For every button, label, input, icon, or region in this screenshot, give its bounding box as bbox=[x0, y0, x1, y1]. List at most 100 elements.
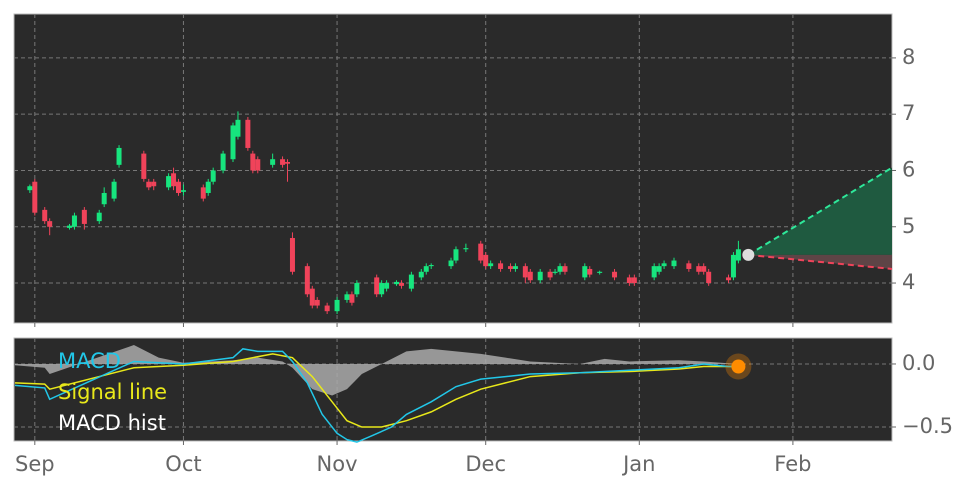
candle-body bbox=[478, 243, 484, 261]
candle-body bbox=[671, 260, 677, 267]
candle-body bbox=[230, 125, 236, 160]
x-tick-label: Sep bbox=[15, 452, 55, 476]
candle-body bbox=[725, 277, 731, 281]
candle-body bbox=[686, 263, 692, 269]
x-tick-label: Oct bbox=[165, 452, 201, 476]
candle-body bbox=[200, 187, 206, 199]
candle-body bbox=[374, 277, 380, 295]
candle-body bbox=[656, 266, 662, 272]
y-tick-label: 7 bbox=[902, 101, 915, 125]
candle-body bbox=[245, 119, 251, 148]
candle-body bbox=[289, 238, 295, 272]
candle-body bbox=[379, 283, 385, 295]
candle-body bbox=[151, 181, 157, 187]
candle-body bbox=[394, 281, 400, 285]
series-line bbox=[14, 348, 739, 443]
candle-body bbox=[205, 181, 211, 193]
candle-body bbox=[418, 271, 424, 278]
forecast-down-line bbox=[748, 253, 893, 270]
candle-body bbox=[527, 271, 533, 281]
y-tick-label: −0.5 bbox=[902, 414, 953, 438]
candle-body bbox=[651, 266, 657, 278]
y-tick-label: 4 bbox=[902, 270, 915, 294]
candle-body bbox=[562, 266, 568, 272]
legend-entry: Signal line bbox=[58, 380, 167, 404]
candle-body bbox=[626, 277, 632, 284]
candle-body bbox=[141, 153, 147, 179]
candle-body bbox=[81, 209, 87, 224]
x-tick-label: Nov bbox=[317, 452, 358, 476]
candle-body bbox=[612, 271, 618, 278]
candle-body bbox=[280, 159, 286, 165]
candle-body bbox=[27, 186, 33, 191]
candle-body bbox=[180, 190, 186, 192]
candle-body bbox=[730, 254, 736, 278]
candle-body bbox=[166, 176, 172, 188]
candle-body bbox=[111, 181, 117, 199]
candle-body bbox=[47, 221, 53, 227]
candle-body bbox=[101, 192, 107, 205]
candle-body bbox=[512, 266, 518, 269]
candle-body bbox=[255, 159, 261, 171]
candle-body bbox=[547, 271, 553, 278]
candle-body bbox=[448, 260, 454, 267]
candle-body bbox=[42, 209, 48, 222]
candle-body bbox=[96, 212, 102, 222]
forecast-up-line bbox=[747, 166, 893, 256]
legend-entry: MACD hist bbox=[58, 411, 166, 435]
candle-body bbox=[32, 181, 38, 213]
candle-body bbox=[696, 266, 702, 272]
x-tick-label: Dec bbox=[465, 452, 506, 476]
candle-body bbox=[408, 274, 414, 289]
candle-body bbox=[701, 266, 707, 272]
candle-body bbox=[171, 173, 177, 187]
candle-body bbox=[537, 271, 543, 281]
candle-body bbox=[176, 181, 182, 193]
candle-body bbox=[309, 288, 315, 306]
candle-body bbox=[314, 299, 320, 306]
candle-body bbox=[735, 249, 741, 261]
candle-body bbox=[507, 266, 513, 269]
candle-body bbox=[344, 294, 350, 300]
candle-body bbox=[71, 215, 77, 227]
last-close-dot bbox=[742, 248, 755, 261]
candle-body bbox=[661, 263, 667, 267]
candle-body bbox=[463, 248, 469, 250]
candle-body bbox=[522, 266, 528, 278]
candle-body bbox=[488, 263, 494, 267]
candle-body bbox=[453, 249, 459, 261]
candle-body bbox=[582, 266, 588, 278]
candle-body bbox=[220, 153, 226, 171]
plot-area bbox=[13, 13, 893, 324]
x-tick-label: Jan bbox=[621, 452, 655, 476]
y-tick-label: 8 bbox=[902, 45, 915, 69]
candle-body bbox=[384, 283, 390, 289]
marker-dot bbox=[731, 359, 746, 374]
candle-body bbox=[631, 277, 637, 284]
candle-body bbox=[498, 263, 504, 269]
candle-body bbox=[398, 283, 404, 286]
candle-body bbox=[270, 159, 276, 165]
candle-body bbox=[706, 271, 712, 284]
candle-body bbox=[334, 299, 340, 312]
candle-body bbox=[587, 268, 593, 275]
candle-body bbox=[557, 266, 563, 272]
candle-body bbox=[146, 181, 152, 188]
candle-body bbox=[235, 119, 241, 137]
x-tick-label: Feb bbox=[774, 452, 811, 476]
candle-body bbox=[66, 225, 72, 228]
y-tick-label: 0.0 bbox=[902, 351, 935, 375]
candle-body bbox=[349, 294, 355, 303]
candle-body bbox=[324, 305, 330, 312]
legend-entry: MACD bbox=[58, 349, 121, 373]
y-tick-label: 5 bbox=[902, 214, 915, 238]
y-tick-label: 6 bbox=[902, 157, 915, 181]
candle-body bbox=[285, 162, 291, 164]
candle-body bbox=[354, 283, 360, 295]
candle-body bbox=[597, 271, 603, 273]
candle-body bbox=[116, 147, 122, 165]
candle-body bbox=[483, 254, 489, 267]
candle-body bbox=[250, 153, 256, 171]
